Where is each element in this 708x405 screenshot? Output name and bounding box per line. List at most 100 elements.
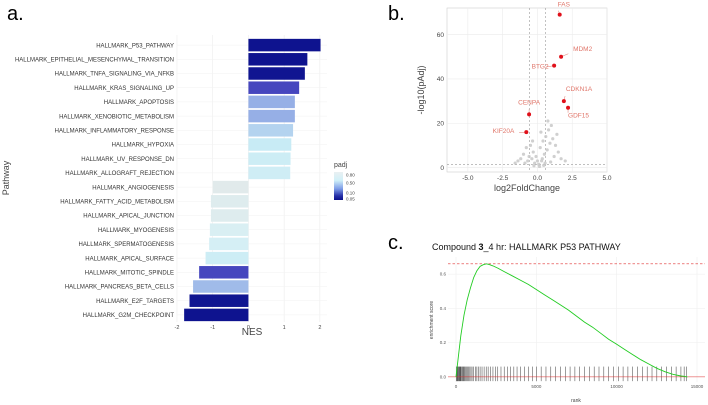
panel-b-x-tick-label: -2.5 (497, 175, 509, 182)
pathway-label: HALLMARK_FATTY_ACID_METABOLISM (60, 200, 174, 206)
panel-c-y-tick-label: 0.6 (440, 272, 447, 277)
panel-b-highlighted-genes: FAS MDM2 BTG2 CDKN1A GDF15 CENPA KIF20A (493, 2, 593, 135)
panel-b-gene-point (549, 160, 553, 164)
panel-c-plot-area (448, 257, 705, 382)
panel-a-nes-bar-chart: a. HALLMARK_P53_PATHWAY HALLMARK_EPITHELI… (1, 3, 355, 338)
panel-b-gene-point (548, 141, 552, 145)
nes-bar (248, 38, 321, 52)
panel-a-x-tick-label: -2 (175, 325, 180, 331)
nes-bar (209, 223, 249, 236)
panel-b-gene-point (555, 132, 559, 136)
panel-b-gene-point (541, 139, 545, 143)
pathway-label: HALLMARK_INFLAMMATORY_RESPONSE (55, 129, 174, 135)
nes-bar (248, 53, 308, 66)
nes-bar (248, 109, 295, 123)
panel-c-x-tick-label: 10000 (610, 384, 623, 389)
highlighted-gene-point (524, 130, 529, 135)
panel-b-gene-point (553, 143, 558, 148)
panel-b-x-ticks: -5.0 -2.5 0.0 2.5 5.0 (462, 175, 612, 182)
panel-b-gene-point (521, 152, 526, 156)
pathway-label: HALLMARK_APICAL_SURFACE (85, 256, 174, 262)
panel-b-gene-point (524, 146, 528, 150)
panel-c-x-tick-label: 15000 (691, 384, 704, 389)
panel-b-gene-point (540, 157, 544, 161)
panel-c-title: Compound 3_4 hr: HALLMARK P53 PATHWAY (432, 242, 621, 252)
panel-c-title-prefix: Compound (432, 242, 479, 252)
panel-b-gene-point (537, 164, 542, 169)
panel-b-gene-point (549, 123, 553, 128)
panel-b-y-ticks: 0 20 40 60 (437, 32, 445, 172)
pathway-label: HALLMARK_UV_RESPONSE_DN (81, 157, 174, 163)
panel-b-gene-point (519, 157, 523, 161)
highlighted-gene-point (552, 63, 557, 68)
panel-c-x-tick-label: 0 (455, 384, 458, 389)
pathway-label: HALLMARK_HYPOXIA (112, 143, 174, 149)
nes-bar (248, 166, 291, 180)
nes-bar (205, 251, 249, 265)
pathway-label: HALLMARK_TNFA_SIGNALING_VIA_NFKB (55, 72, 174, 78)
gene-label: CDKN1A (566, 86, 593, 93)
panel-b-gene-point (526, 159, 530, 163)
panel-b-gene-point (516, 159, 520, 163)
nes-bar (184, 308, 249, 322)
pathway-label: HALLMARK_ALLOGRAFT_REJECTION (65, 171, 174, 177)
panel-b-x-tick-label: 0.0 (533, 175, 542, 182)
panel-b-gene-point (531, 150, 535, 154)
gene-label: GDF15 (568, 113, 589, 120)
panel-b-gene-point (559, 157, 563, 161)
panel-b-y-tick-label: 0 (440, 165, 444, 172)
panel-b-gene-point (545, 148, 549, 152)
panel-c-y-tick-label: 0.0 (440, 374, 447, 379)
padj-legend-tick-label: 0.10 (346, 191, 355, 196)
panel-b-y-tick-label: 60 (437, 32, 445, 39)
padj-legend-tick-label: 0.80 (346, 173, 355, 178)
panel-b-points (513, 119, 567, 169)
panel-b-gene-point (527, 154, 531, 159)
panel-c-y-axis-label: enrichment score (429, 301, 435, 340)
panel-b-gene-point (528, 143, 533, 148)
panel-c-y-tick-label: 0.4 (440, 306, 447, 311)
nes-bar (248, 95, 295, 109)
panel-c-y-tick-label: 0.2 (440, 340, 447, 345)
panel-b-gene-point (523, 161, 527, 165)
nes-bar (212, 180, 249, 194)
panel-a-x-tick-label: 1 (283, 325, 286, 331)
panel-c-title-suffix: _4 hr: HALLMARK P53 PATHWAY (483, 242, 621, 252)
panel-a-x-tick-label: -1 (210, 325, 215, 331)
padj-legend-colorbar (334, 172, 343, 200)
highlighted-gene-point (527, 112, 532, 117)
panel-c-gsea-plot: c. Compound 3_4 hr: HALLMARK P53 PATHWAY… (388, 232, 705, 404)
panel-b-x-axis-label: log2FoldChange (494, 183, 560, 193)
padj-legend-ticks: 0.80 0.50 0.100.05 (346, 173, 355, 202)
pathway-label: HALLMARK_MYOGENESIS (98, 228, 174, 234)
pathway-label: HALLMARK_PANCREAS_BETA_CELLS (65, 285, 174, 291)
panel-b-gene-point (532, 164, 536, 168)
panel-c-x-ticks: 0 5000 10000 15000 (455, 384, 704, 389)
pathway-label: HALLMARK_G2M_CHECKPOINT (83, 313, 175, 319)
panel-b-gene-point (530, 157, 534, 161)
nes-bar (248, 67, 305, 80)
gene-label: CENPA (518, 99, 541, 106)
panel-b-grid (447, 8, 608, 172)
panel-b-gene-point (542, 163, 546, 167)
panel-c-x-axis-label: rank (571, 398, 581, 404)
panel-c-enrichment-curve (455, 263, 688, 378)
panel-b-gene-point (563, 159, 567, 163)
gene-label: MDM2 (573, 46, 593, 53)
panel-c-x-tick-label: 5000 (531, 384, 542, 389)
panel-b-x-tick-label: 2.5 (568, 175, 577, 182)
nes-bar (248, 152, 291, 165)
pathway-label: HALLMARK_APOPTOSIS (104, 100, 174, 106)
gene-label: FAS (558, 2, 571, 9)
panel-b-gene-point (530, 139, 535, 143)
panel-b-gene-point (546, 119, 550, 123)
panel-b-gene-point (513, 161, 517, 165)
panel-b-gene-point (542, 152, 546, 156)
nes-bar (209, 237, 249, 251)
pathway-label: HALLMARK_P53_PATHWAY (96, 43, 174, 49)
panel-b-volcano-plot: b. FAS MDM2 BTG2 CDKN1A GDF15 CENPA KIF20A -5.… (388, 2, 612, 193)
panel-b-letter: b. (388, 3, 405, 25)
panel-a-y-axis-label: Pathway (1, 160, 11, 195)
pathway-label: HALLMARK_ANGIOGENESIS (92, 185, 174, 191)
